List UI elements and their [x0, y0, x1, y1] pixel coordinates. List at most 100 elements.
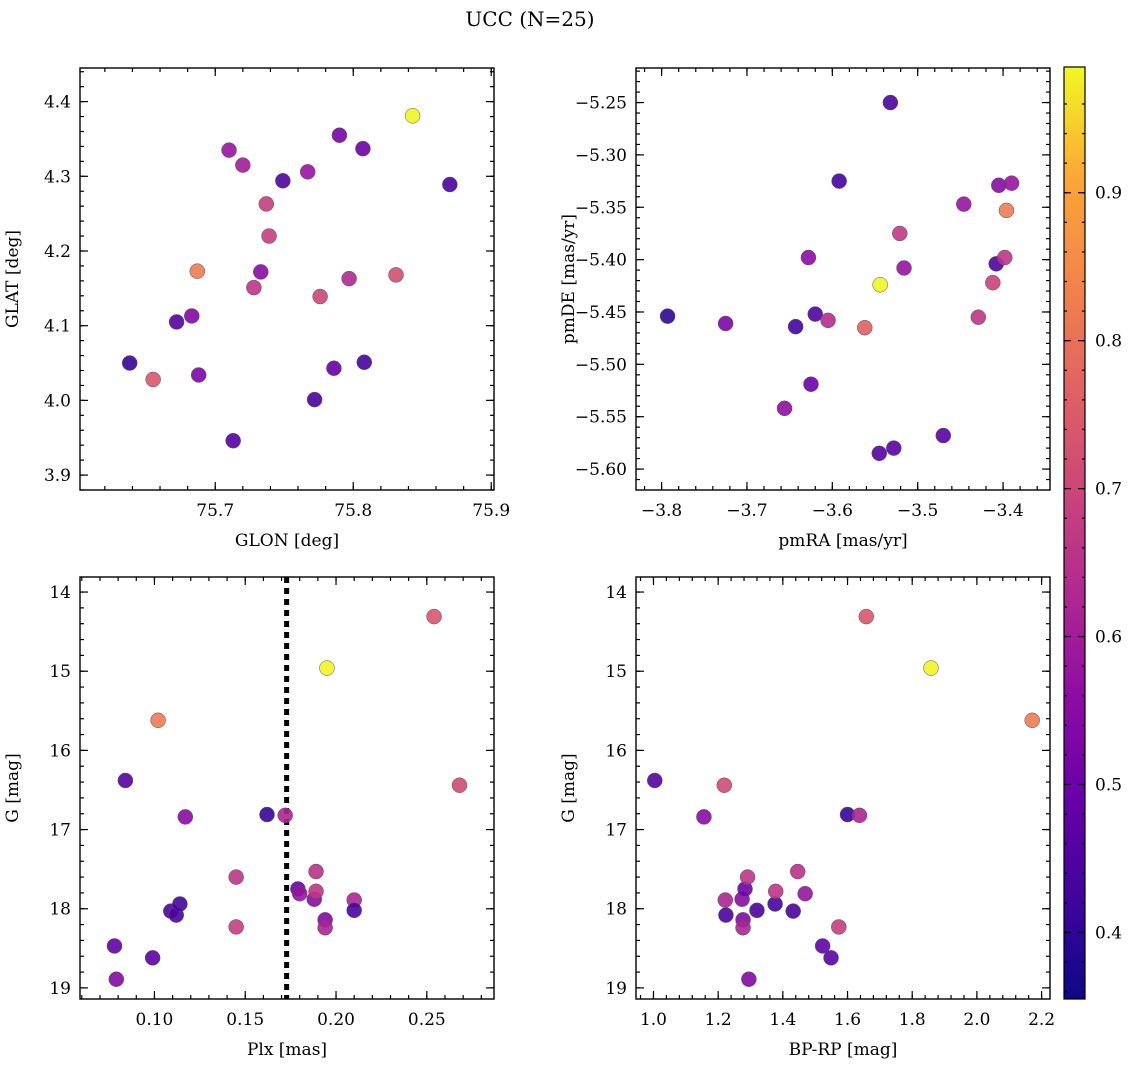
data-point — [716, 777, 733, 793]
x-tick-label: 75.9 — [472, 501, 510, 521]
data-point — [228, 869, 244, 885]
y-tick-label: −5.35 — [575, 198, 627, 218]
colorbar-tick-label: 0.9 — [1095, 184, 1122, 204]
data-point — [857, 319, 873, 336]
y-tick-label: 17 — [605, 821, 627, 841]
data-point — [144, 950, 161, 966]
data-point — [1003, 175, 1020, 191]
x-tick-label: 0.10 — [136, 1010, 174, 1030]
panel-glon-glat: 75.7 75.8 75.9 3.9 4.0 4.1 4.2 4.3 4.4 GLON [deg]… — [3, 67, 510, 551]
data-point — [886, 440, 902, 456]
y-tick-label: −5.60 — [575, 460, 627, 480]
data-point — [991, 177, 1007, 194]
y-tick-label: 3.9 — [44, 466, 71, 486]
data-point — [388, 267, 404, 283]
y-tick-label: −5.25 — [575, 94, 627, 114]
data-point — [121, 355, 138, 371]
y-axis-label: G [mag] — [559, 753, 579, 822]
colorbar-tick-label: 0.7 — [1095, 480, 1122, 500]
data-point — [319, 660, 335, 676]
data-point — [831, 919, 847, 935]
y-tick-label: 14 — [49, 583, 71, 603]
y-tick-label: 16 — [49, 741, 71, 761]
panel-bprp-g: 1.0 1.2 1.4 1.6 1.8 2.0 2.2 14 15 16 17 18 19 BP-RP [… — [559, 576, 1055, 1060]
data-point — [882, 94, 899, 111]
y-tick-label: 4.4 — [44, 93, 71, 113]
colorbar-tick-label: 0.5 — [1095, 775, 1122, 795]
data-point — [858, 608, 875, 625]
data-point — [797, 885, 813, 902]
x-tick-label: 75.8 — [334, 501, 372, 521]
x-tick-label: −3.7 — [726, 501, 767, 521]
y-tick-label: −5.45 — [575, 303, 627, 323]
data-point — [189, 263, 206, 279]
x-tick-label: 0.20 — [317, 1010, 355, 1030]
data-point — [789, 863, 806, 880]
y-tick-label: −5.40 — [575, 251, 627, 271]
plot-frame — [79, 67, 495, 491]
data-point — [717, 315, 734, 332]
panel-pmra-pmde: −3.8 −3.7 −3.6 −3.5 −3.4 −5.60 −5.55 −5.50 −5.45… — [559, 67, 1051, 551]
x-axis-label: Plx [mas] — [247, 1040, 327, 1060]
data-point — [767, 883, 784, 900]
data-point — [807, 306, 824, 322]
data-point — [871, 445, 888, 462]
x-tick-label: 1.2 — [705, 1010, 732, 1030]
data-point — [117, 772, 134, 789]
data-point — [872, 277, 888, 293]
x-axis-label: BP-RP [mag] — [789, 1040, 898, 1060]
y-axis-label: GLAT [deg] — [3, 230, 23, 328]
x-tick-label: 75.7 — [196, 501, 234, 521]
data-point — [814, 938, 831, 954]
y-tick-label: 15 — [605, 662, 627, 682]
x-axis-label: pmRA [mas/yr] — [778, 531, 907, 551]
data-point — [831, 173, 847, 189]
x-tick-label: 1.4 — [769, 1010, 796, 1030]
data-point — [451, 777, 468, 793]
colorbar-gradient — [1063, 66, 1086, 1000]
colorbar-tick-label: 0.6 — [1095, 628, 1122, 648]
data-point — [235, 157, 251, 173]
panel-plx-g: 0.10 0.15 0.20 0.25 14 15 16 17 18 19 Plx [mas] G [… — [3, 576, 495, 1060]
data-point — [275, 173, 291, 189]
data-point — [184, 308, 200, 324]
data-point — [935, 427, 952, 444]
x-tick-label: 0.25 — [408, 1010, 446, 1030]
colorbar-tick-label: 0.8 — [1095, 332, 1122, 352]
data-point — [647, 772, 663, 789]
y-tick-label: −5.30 — [575, 146, 627, 166]
data-point — [308, 883, 324, 900]
data-point — [355, 140, 371, 157]
y-tick-label: 18 — [49, 900, 71, 920]
y-tick-label: 16 — [605, 741, 627, 761]
y-tick-label: 17 — [49, 821, 71, 841]
data-point — [312, 288, 328, 305]
x-tick-label: −3.8 — [641, 501, 682, 521]
plot-frame — [635, 67, 1051, 491]
data-point — [259, 806, 275, 823]
figure-title: UCC (N=25) — [465, 7, 594, 31]
data-point — [150, 712, 166, 729]
data-point — [717, 892, 734, 908]
data-point — [896, 260, 912, 276]
y-tick-label: 4.3 — [44, 167, 71, 187]
data-point — [253, 264, 269, 280]
y-tick-label: 4.2 — [44, 242, 71, 262]
data-point — [718, 907, 734, 923]
data-point — [172, 896, 188, 912]
data-point — [800, 249, 817, 266]
colorbar-tick-label: 0.4 — [1095, 923, 1122, 943]
data-point — [145, 371, 161, 388]
data-point — [956, 196, 972, 212]
data-point — [106, 938, 123, 954]
data-point — [923, 660, 939, 676]
data-point — [299, 164, 316, 180]
data-point — [404, 108, 421, 124]
data-point — [246, 279, 262, 296]
x-tick-label: 2.2 — [1028, 1010, 1055, 1030]
data-point — [190, 367, 207, 383]
data-point — [785, 903, 801, 919]
data-point — [659, 308, 676, 324]
y-tick-label: 14 — [605, 583, 627, 603]
